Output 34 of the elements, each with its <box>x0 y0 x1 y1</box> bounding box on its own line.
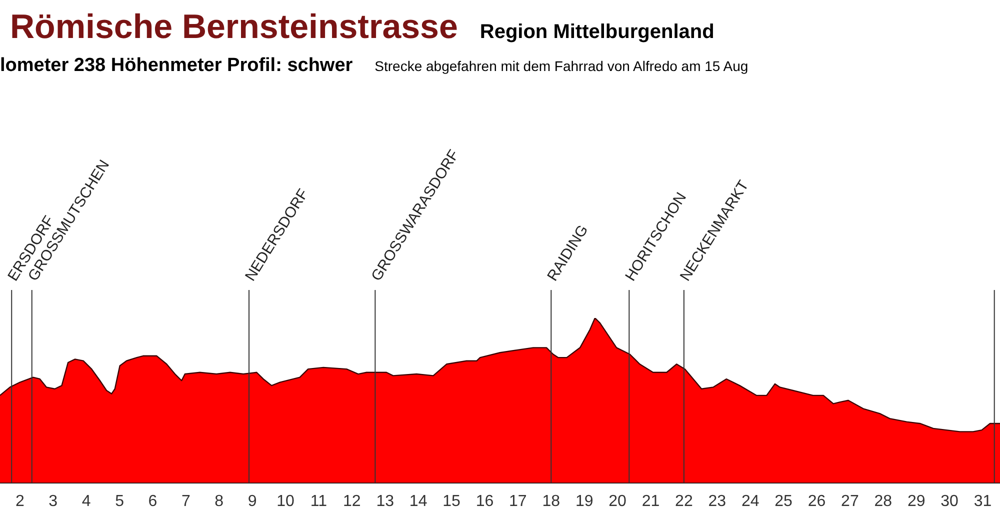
chart-subtitle: Region Mittelburgenland <box>480 21 714 44</box>
x-tick-label: 21 <box>642 492 660 510</box>
x-tick-label: 25 <box>774 492 793 510</box>
x-tick-label: 17 <box>509 492 527 510</box>
x-tick-label: 11 <box>310 492 328 510</box>
x-tick-label: 5 <box>115 492 124 510</box>
chart-title: Römische Bernsteinstrasse <box>10 8 458 47</box>
x-tick-label: 20 <box>608 492 627 510</box>
x-tick-label: 12 <box>343 492 361 510</box>
x-tick-label: 2 <box>15 492 24 510</box>
x-tick-label: 22 <box>675 492 693 510</box>
text: Strecke abgefahren mit dem Fahrrad von Alfredo am 15 Aug <box>374 58 748 74</box>
x-tick-label: 26 <box>808 492 826 510</box>
x-tick-label: 15 <box>442 492 461 510</box>
x-tick-label: 29 <box>907 492 926 510</box>
text: lometer 238 Höhenmeter Profil: schwer <box>0 55 353 77</box>
x-tick-label: 3 <box>48 492 58 510</box>
x-tick-label: 9 <box>248 492 257 510</box>
x-tick-label: 13 <box>376 492 394 510</box>
x-tick-label: 7 <box>181 492 190 510</box>
x-tick-label: 16 <box>476 492 494 510</box>
x-tick-label: 31 <box>974 492 992 510</box>
x-tick-label: 8 <box>214 492 224 510</box>
x-tick-label: 10 <box>276 492 295 510</box>
x-tick-label: 23 <box>708 492 726 510</box>
x-tick-label: 19 <box>575 492 594 510</box>
x-tick-label: 28 <box>874 492 892 510</box>
x-tick-label: 18 <box>542 492 560 510</box>
x-tick-label: 6 <box>148 492 158 510</box>
x-tick-label: 4 <box>82 492 91 510</box>
x-tick-label: 30 <box>940 492 959 510</box>
x-tick-label: 14 <box>409 492 428 510</box>
x-tick-label: 27 <box>841 492 859 510</box>
x-tick-label: 24 <box>741 492 760 510</box>
